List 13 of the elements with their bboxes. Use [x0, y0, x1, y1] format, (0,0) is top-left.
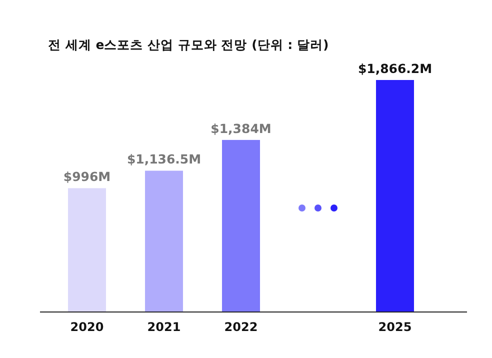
- title: 전 세계 e스포츠 산업 규모와 전망 (단위 : 달러): [48, 37, 329, 52]
- bar: [145, 170, 183, 312]
- x-tick-label: 2022: [224, 320, 258, 334]
- bar: [68, 188, 106, 312]
- bar: [222, 140, 260, 312]
- x-tick-label: 2021: [147, 320, 181, 334]
- bar: [376, 80, 414, 312]
- data-label: $1,136.5M: [126, 152, 202, 167]
- x-tick-label: 2020: [70, 320, 104, 334]
- x-tick-label: 2025: [378, 320, 412, 334]
- data-label: $1,384M: [210, 120, 272, 136]
- data-label: $996M: [63, 169, 111, 184]
- data-label: $1,866.2M: [358, 61, 432, 76]
